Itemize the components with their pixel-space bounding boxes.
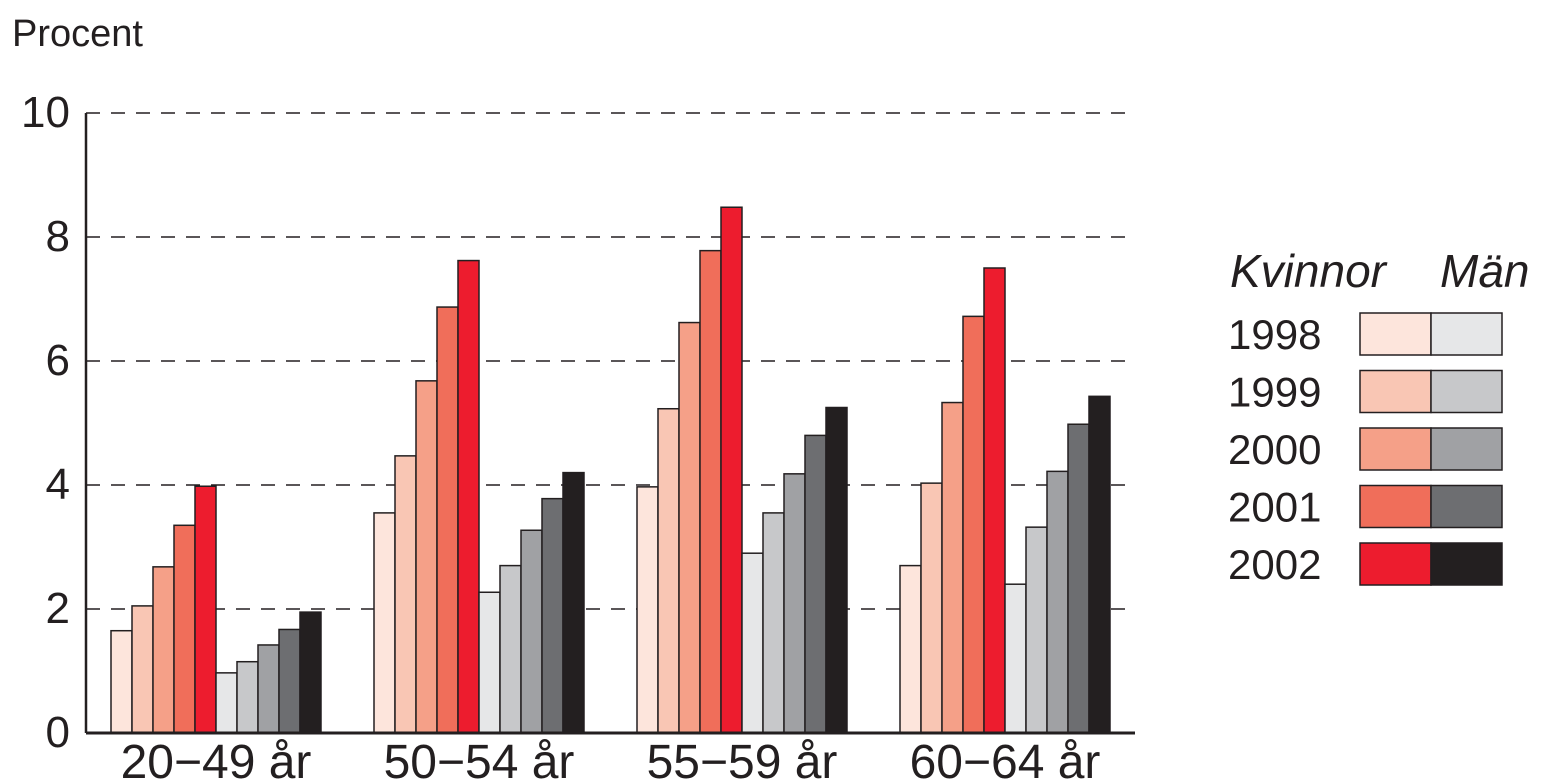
bar-mn-2000 — [783, 473, 806, 734]
bar-mn-2002 — [825, 406, 848, 734]
y-tick-label: 6 — [46, 336, 70, 385]
x-tick-label: 50−54 år — [384, 736, 575, 783]
legend-header-man: Män — [1440, 245, 1529, 297]
bar-kvinnor-2000 — [678, 321, 701, 734]
legend-swatch-man-2001 — [1430, 484, 1503, 529]
bar-mn-1998 — [741, 552, 764, 734]
bar-kvinnor-2002 — [983, 267, 1006, 734]
legend-swatch-man-2000 — [1430, 427, 1503, 471]
y-tick-labels: 0 2 4 6 8 10 — [21, 88, 70, 757]
bar-mn-1999 — [762, 512, 785, 734]
legend-year-label: 2000 — [1228, 426, 1321, 473]
legend: Kvinnor Män 1998 1999 2000 2001 2002 — [1228, 245, 1529, 588]
legend-swatch-man-1998 — [1430, 312, 1503, 356]
bar-kvinnor-1998 — [636, 486, 659, 734]
bar-kvinnor-1998 — [110, 629, 133, 734]
legend-swatch-kvinnor-1999 — [1359, 369, 1432, 414]
bar-mn-2002 — [1088, 395, 1111, 734]
y-tick-label: 10 — [21, 88, 70, 137]
y-tick-label: 8 — [46, 212, 70, 261]
legend-swatch-kvinnor-2001 — [1359, 484, 1432, 529]
y-tick-label: 4 — [46, 460, 70, 509]
axes — [84, 113, 1135, 735]
bar-mn-1998 — [215, 672, 238, 734]
bar-kvinnor-2000 — [415, 380, 438, 734]
legend-swatch-man-1999 — [1430, 369, 1503, 414]
bar-mn-2001 — [278, 628, 301, 734]
bar-mn-2001 — [1067, 423, 1090, 734]
legend-swatch-man-2002 — [1430, 542, 1503, 586]
bar-kvinnor-2001 — [962, 315, 985, 734]
bar-kvinnor-2000 — [941, 401, 964, 734]
x-tick-label: 20−49 år — [121, 736, 312, 783]
legend-swatch-kvinnor-1998 — [1359, 312, 1432, 356]
x-tick-label: 60−64 år — [910, 736, 1101, 783]
y-axis-label: Procent — [12, 13, 143, 55]
legend-year-label: 1999 — [1228, 369, 1321, 416]
bar-kvinnor-2000 — [152, 566, 175, 734]
legend-year-label: 2001 — [1228, 484, 1321, 531]
bar-kvinnor-1999 — [920, 482, 943, 734]
x-tick-labels: 20−49 år 50−54 år 55−59 år 60−64 år — [121, 736, 1101, 783]
bar-mn-2000 — [257, 644, 280, 734]
bar-mn-2002 — [562, 471, 585, 734]
legend-year-label: 1998 — [1228, 311, 1321, 358]
bar-kvinnor-2002 — [457, 259, 480, 734]
bar-mn-2002 — [299, 611, 322, 734]
bar-mn-1998 — [1004, 583, 1027, 734]
bar-kvinnor-2001 — [436, 306, 459, 734]
bar-kvinnor-1999 — [394, 455, 417, 734]
y-tick-label: 0 — [46, 708, 70, 757]
bar-mn-2000 — [1046, 470, 1069, 734]
bar-mn-1999 — [1025, 526, 1048, 734]
bar-mn-1998 — [478, 591, 501, 734]
bar-kvinnor-2002 — [720, 206, 743, 734]
bar-mn-2000 — [520, 529, 543, 734]
legend-swatch-kvinnor-2002 — [1359, 542, 1432, 586]
bar-mn-1999 — [236, 660, 259, 734]
bar-kvinnor-2001 — [173, 524, 196, 734]
bar-mn-1999 — [499, 564, 522, 734]
bar-kvinnor-1998 — [373, 512, 396, 734]
legend-year-label: 2002 — [1228, 541, 1321, 588]
bar-kvinnor-2002 — [194, 485, 217, 734]
legend-header-kvinnor: Kvinnor — [1230, 245, 1388, 297]
y-tick-label: 2 — [46, 584, 70, 633]
x-tick-label: 55−59 år — [647, 736, 838, 783]
bar-mn-2001 — [541, 497, 564, 734]
bar-kvinnor-1999 — [131, 605, 154, 734]
bar-kvinnor-2001 — [699, 249, 722, 734]
bar-kvinnor-1998 — [899, 564, 922, 734]
bar-kvinnor-1999 — [657, 407, 680, 734]
bar-mn-2001 — [804, 434, 827, 734]
bars — [110, 206, 1111, 734]
legend-swatch-kvinnor-2000 — [1359, 427, 1432, 471]
